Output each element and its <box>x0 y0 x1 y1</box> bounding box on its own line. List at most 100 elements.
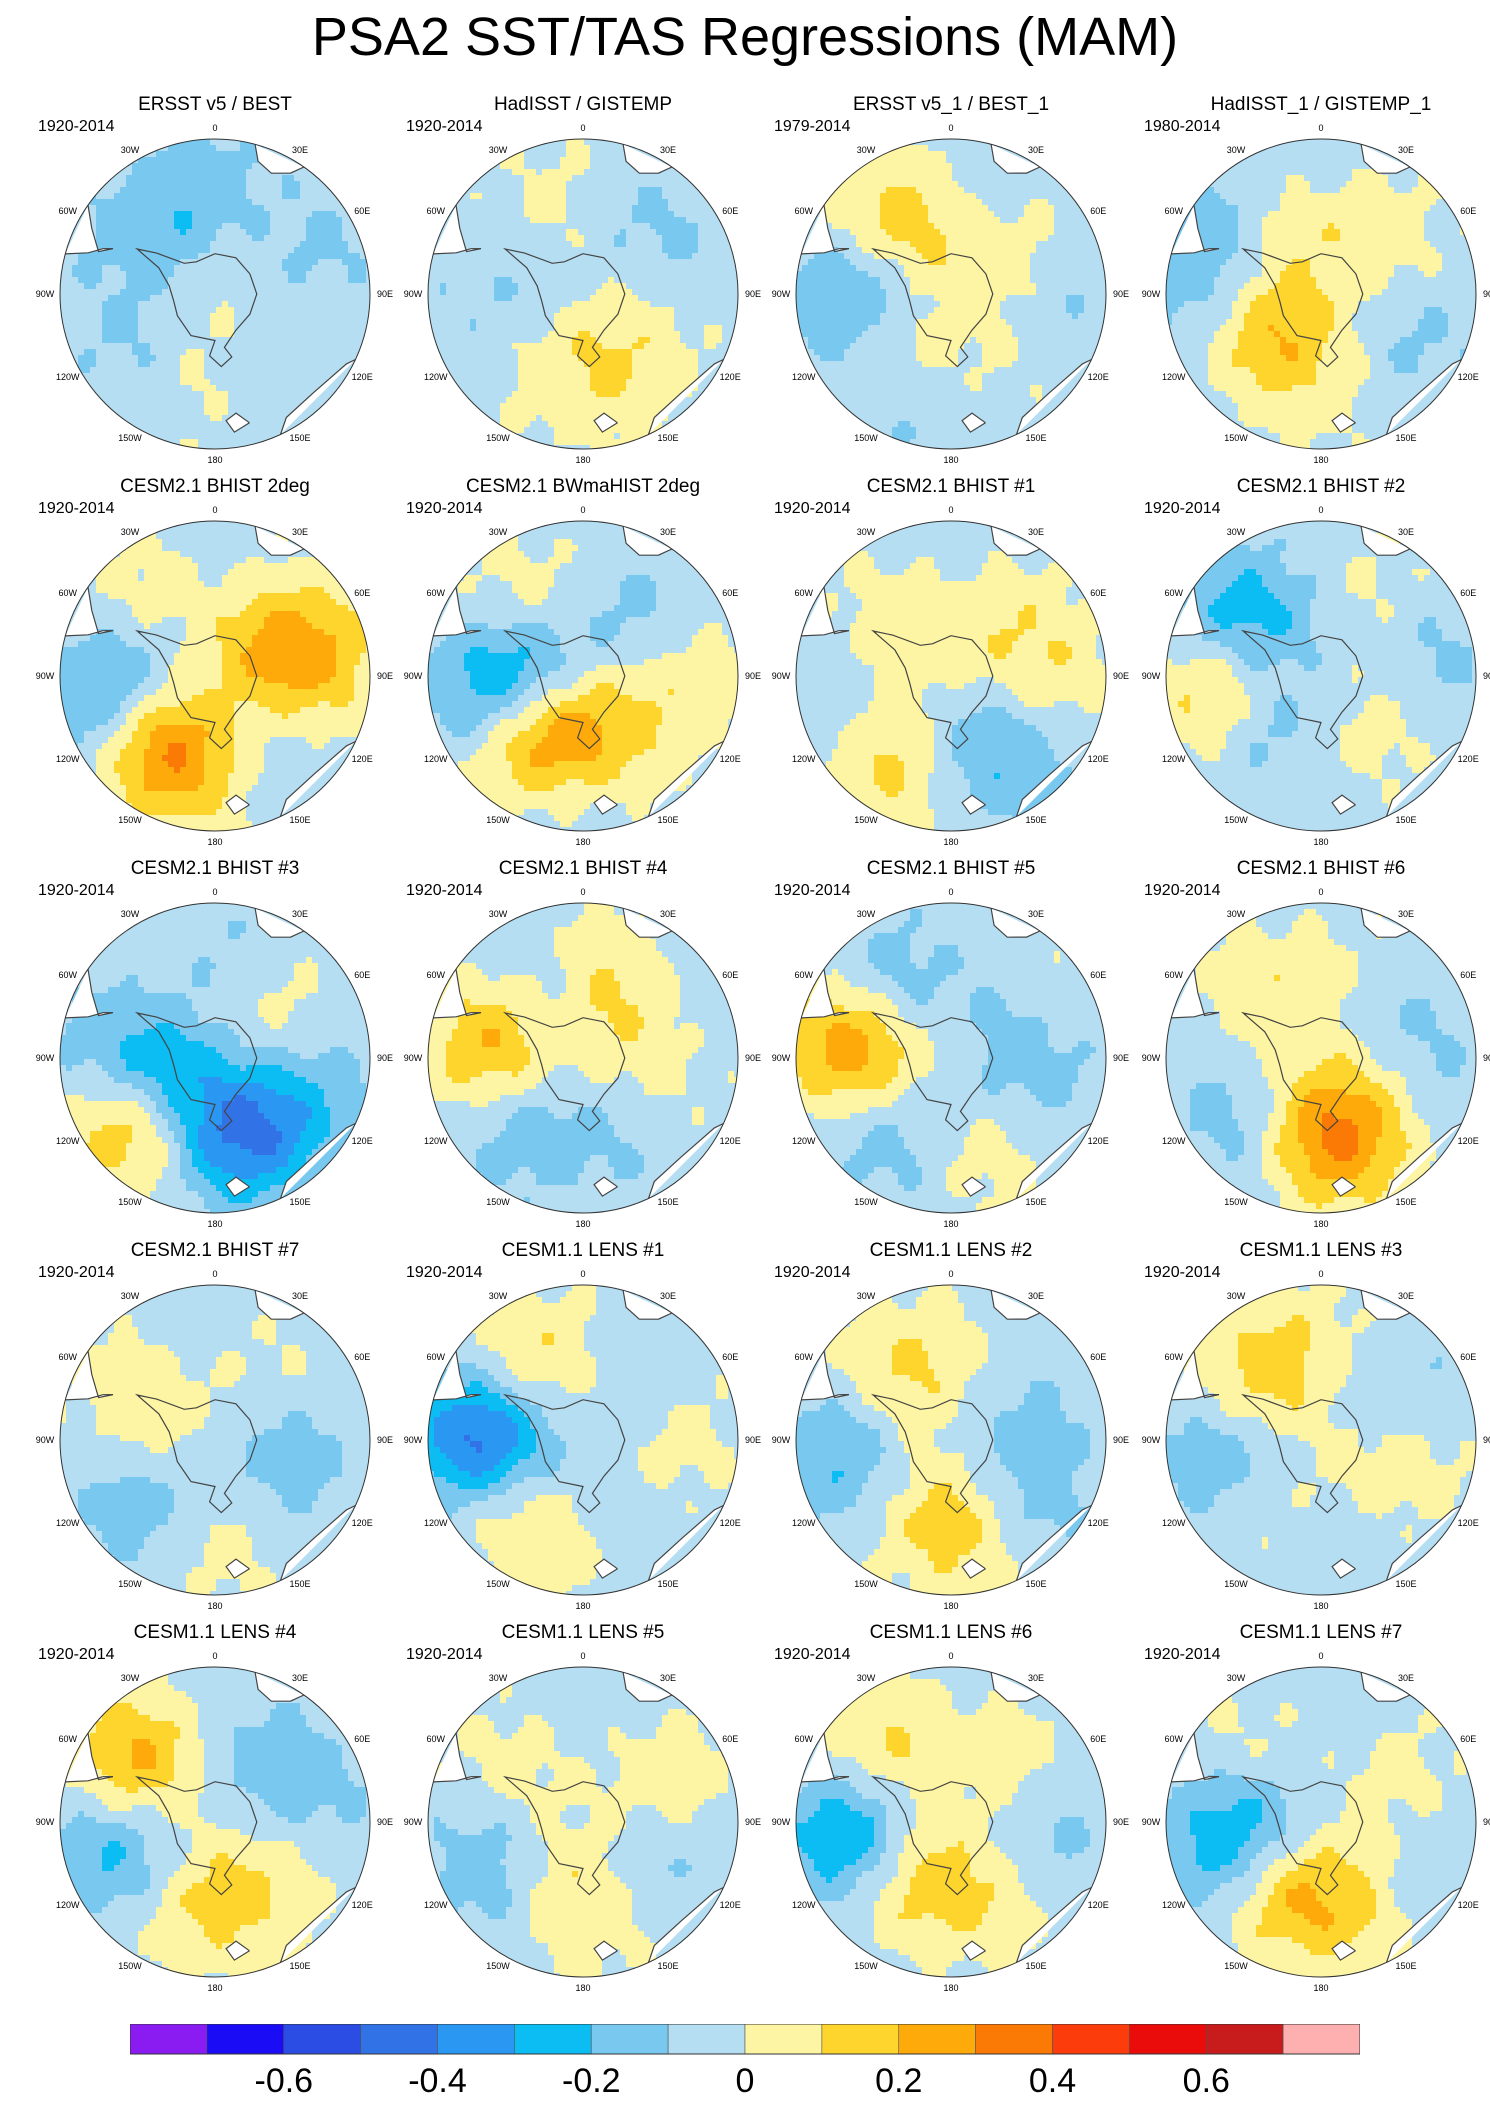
contour-cell <box>494 199 501 206</box>
contour-cell <box>234 271 241 278</box>
contour-cell <box>186 403 193 410</box>
contour-cell <box>324 433 331 440</box>
contour-cell <box>240 403 247 410</box>
contour-cell <box>494 367 501 374</box>
contour-cell <box>638 259 645 266</box>
contour-cell <box>728 175 735 182</box>
contour-cell <box>162 235 169 242</box>
contour-cell <box>734 163 738 170</box>
contour-cell <box>614 391 621 398</box>
contour-cell <box>458 145 465 152</box>
contour-cell <box>366 415 370 422</box>
contour-cell <box>60 427 67 434</box>
contour-cell <box>270 385 277 392</box>
contour-cell <box>228 163 235 170</box>
contour-cell <box>434 385 441 392</box>
contour-cell <box>60 163 67 170</box>
contour-cell <box>300 409 307 416</box>
contour-cell <box>138 367 145 374</box>
contour-cell <box>282 193 289 200</box>
contour-cell <box>306 289 313 296</box>
contour-cell <box>704 253 711 260</box>
contour-cell <box>270 271 277 278</box>
contour-cell <box>168 343 175 350</box>
contour-cell <box>366 445 370 449</box>
contour-cell <box>282 289 289 296</box>
contour-cell <box>114 139 121 146</box>
contour-cell <box>162 265 169 272</box>
contour-cell <box>602 199 609 206</box>
contour-cell <box>114 409 121 416</box>
contour-cell <box>710 337 717 344</box>
contour-cell <box>342 415 349 422</box>
contour-cell <box>144 331 151 338</box>
contour-cell <box>560 205 567 212</box>
contour-cell <box>156 277 163 284</box>
contour-cell <box>596 361 603 368</box>
contour-cell <box>132 271 139 278</box>
contour-cell <box>162 337 169 344</box>
contour-cell <box>246 187 253 194</box>
contour-cell <box>530 283 537 290</box>
contour-cell <box>252 175 259 182</box>
contour-cell <box>156 241 163 248</box>
contour-cell <box>728 361 735 368</box>
contour-cell <box>446 139 453 146</box>
contour-cell <box>312 139 319 146</box>
contour-cell <box>330 397 337 404</box>
contour-cell <box>108 265 115 272</box>
contour-cell <box>662 169 669 176</box>
contour-cell <box>644 259 651 266</box>
contour-cell <box>692 169 699 176</box>
contour-cell <box>318 409 325 416</box>
contour-cell <box>440 175 447 182</box>
contour-cell <box>240 343 247 350</box>
contour-cell <box>324 247 331 254</box>
contour-cell <box>668 355 675 362</box>
contour-cell <box>680 211 687 218</box>
contour-cell <box>132 367 139 374</box>
contour-cell <box>126 313 133 320</box>
contour-cell <box>734 349 738 356</box>
contour-cell <box>168 433 175 440</box>
contour-cell <box>168 277 175 284</box>
contour-cell <box>312 367 319 374</box>
contour-cell <box>78 253 85 260</box>
contour-cell <box>282 409 289 416</box>
contour-cell <box>138 175 145 182</box>
contour-cell <box>234 181 241 188</box>
contour-cell <box>150 301 157 308</box>
contour-cell <box>434 307 441 314</box>
contour-cell <box>300 187 307 194</box>
contour-cell <box>360 259 367 266</box>
contour-cell <box>494 247 501 254</box>
contour-cell <box>500 361 507 368</box>
contour-cell <box>548 373 555 380</box>
contour-cell <box>644 175 651 182</box>
contour-cell <box>144 415 151 422</box>
contour-cell <box>288 391 295 398</box>
contour-cell <box>192 313 199 320</box>
contour-cell <box>626 283 633 290</box>
contour-cell <box>96 211 103 218</box>
contour-cell <box>354 139 361 146</box>
contour-cell <box>434 163 441 170</box>
contour-cell <box>572 325 579 332</box>
contour-cell <box>620 325 627 332</box>
contour-cell <box>108 139 115 146</box>
contour-cell <box>114 175 121 182</box>
contour-cell <box>330 139 337 146</box>
contour-cell <box>168 379 175 386</box>
contour-cell <box>686 289 693 296</box>
contour-cell <box>60 415 67 422</box>
contour-cell <box>458 175 465 182</box>
contour-cell <box>102 349 109 356</box>
contour-cell <box>638 175 645 182</box>
contour-cell <box>294 289 301 296</box>
contour-cell <box>90 151 97 158</box>
contour-cell <box>342 169 349 176</box>
contour-cell <box>686 205 693 212</box>
contour-cell <box>60 445 67 449</box>
contour-cell <box>524 295 531 302</box>
contour-cell <box>276 271 283 278</box>
